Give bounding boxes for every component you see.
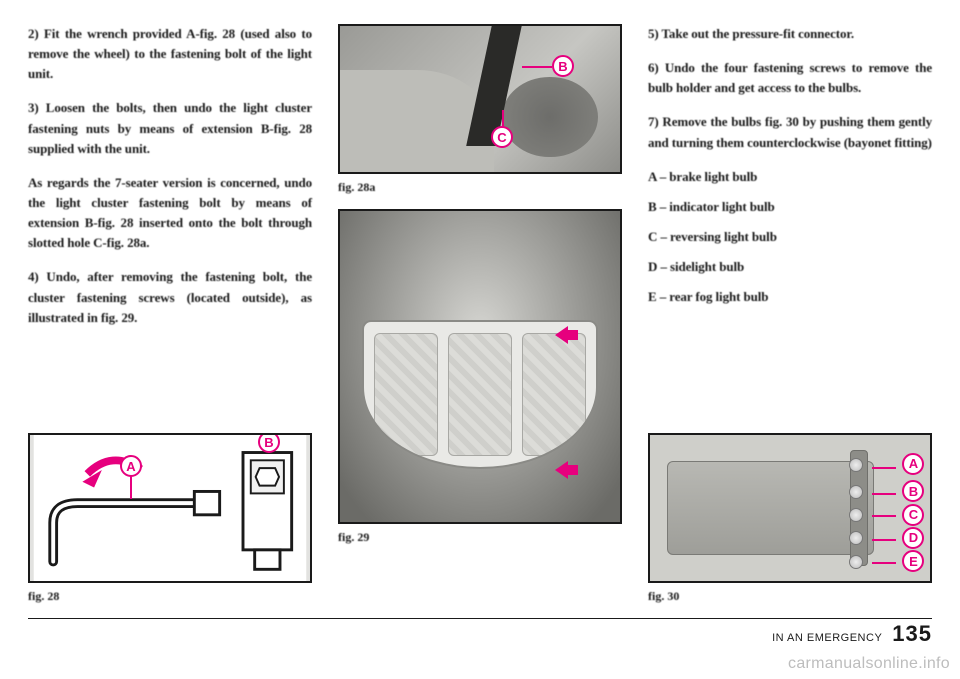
fig29-caption: fig. 29 (338, 530, 622, 545)
legend-b: B – indicator light bulb (648, 197, 932, 217)
fig29-lens-2 (448, 333, 513, 455)
leader-b2 (522, 66, 552, 68)
fig29-lens-3 (522, 333, 587, 455)
step-4: 4) Undo, after removing the fastening bo… (28, 267, 312, 327)
fig30-bulb-c (849, 508, 863, 522)
callout-d3-label: D (909, 530, 918, 545)
column-2: B C fig. 28a fig. 29 (338, 24, 622, 604)
callout-b-label: B (264, 435, 273, 450)
fig28-caption: fig. 28 (28, 589, 312, 604)
column-3: 5) Take out the pressure-fit connector. … (648, 24, 932, 604)
page-number: 135 (892, 621, 932, 647)
callout-b2-label: B (558, 59, 567, 74)
figure-29 (338, 209, 622, 524)
fig28a-speaker (502, 77, 597, 157)
fig28a-caption: fig. 28a (338, 180, 622, 195)
callout-c: C (491, 126, 513, 148)
watermark: carmanualsonline.info (788, 655, 950, 673)
leader-c3 (872, 515, 896, 517)
callout-e3-label: E (909, 554, 918, 569)
figure-30: A B C D E (648, 433, 932, 583)
column-1: 2) Fit the wrench provided A-fig. 28 (us… (28, 24, 312, 604)
fig30-bulb-e (849, 555, 863, 569)
legend-a: A – brake light bulb (648, 167, 932, 187)
legend-c: C – reversing light bulb (648, 227, 932, 247)
fig30-board (667, 461, 874, 554)
callout-b2: B (552, 55, 574, 77)
leader-d3 (872, 539, 896, 541)
callout-a3: A (902, 453, 924, 475)
leader-b3 (872, 493, 896, 495)
fig29-lens-1 (374, 333, 439, 455)
fig30-bulb-b (849, 485, 863, 499)
note-7seater: As regards the 7-seater version is conce… (28, 173, 312, 254)
callout-c3: C (902, 504, 924, 526)
columns: 2) Fit the wrench provided A-fig. 28 (us… (28, 24, 932, 604)
fig30-caption: fig. 30 (648, 589, 932, 604)
callout-a3-label: A (909, 456, 918, 471)
footer-rule (28, 618, 932, 619)
step-5: 5) Take out the pressure-fit connector. (648, 24, 932, 44)
callout-a-label: A (126, 459, 135, 474)
callout-a: A (120, 455, 142, 477)
callout-c-label: C (497, 130, 506, 145)
leader-e3 (872, 562, 896, 564)
arrow-top (555, 326, 568, 344)
leader-a3 (872, 467, 896, 469)
legend-d: D – sidelight bulb (648, 257, 932, 277)
legend-e: E – rear fog light bulb (648, 287, 932, 307)
step-6: 6) Undo the four fastening screws to rem… (648, 58, 932, 98)
figure-28: A B (28, 433, 312, 583)
callout-c3-label: C (909, 507, 918, 522)
page-footer: IN AN EMERGENCY 135 (772, 621, 932, 647)
arrow-bottom (555, 461, 568, 479)
manual-page: 2) Fit the wrench provided A-fig. 28 (us… (0, 0, 960, 679)
step-3: 3) Loosen the bolts, then undo the light… (28, 98, 312, 158)
figure-28a: B C (338, 24, 622, 174)
fig28-drawing (30, 435, 310, 581)
step-7: 7) Remove the bulbs fig. 30 by pushing t… (648, 112, 932, 152)
step-2: 2) Fit the wrench provided A-fig. 28 (us… (28, 24, 312, 84)
section-title: IN AN EMERGENCY (772, 632, 882, 644)
callout-b3-label: B (909, 484, 918, 499)
